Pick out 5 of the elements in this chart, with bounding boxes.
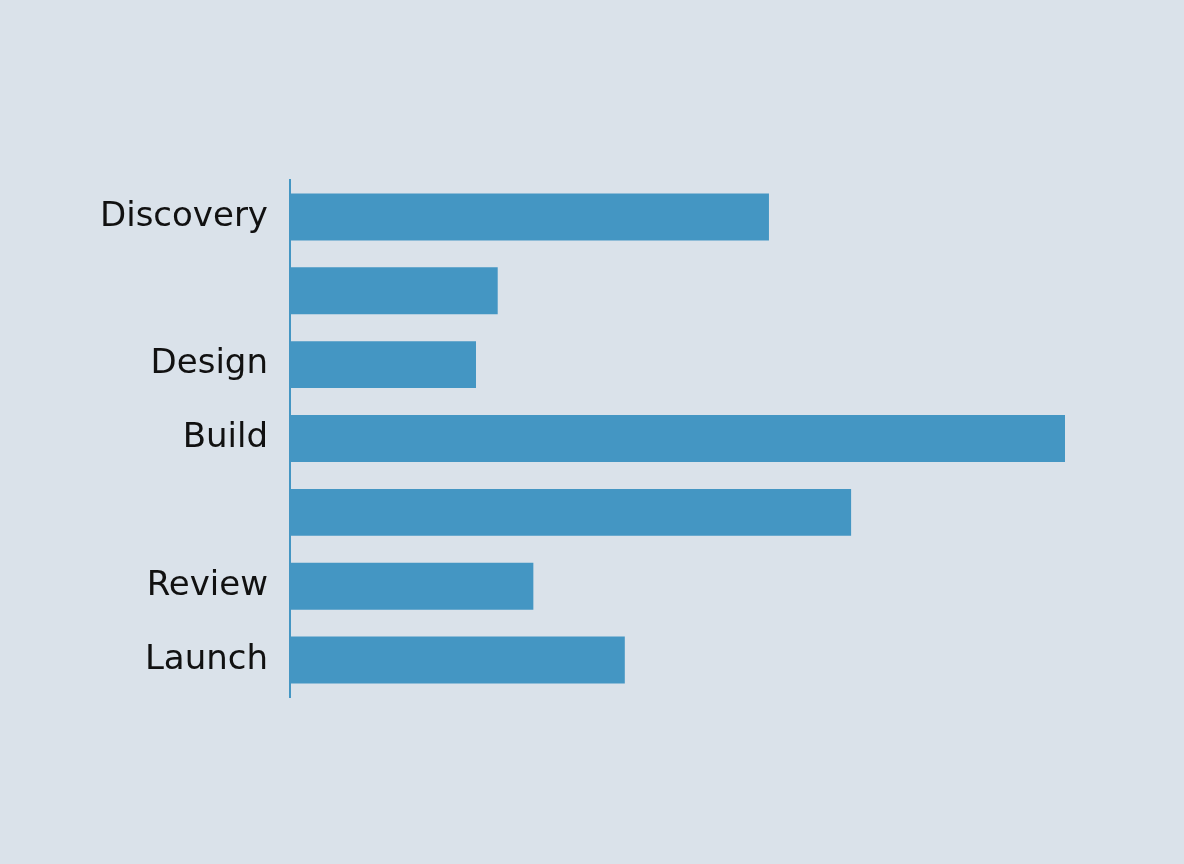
y-tick-label: Design	[150, 341, 268, 382]
y-tick-label: Review	[146, 563, 268, 604]
y-tick-label: Build	[182, 415, 268, 456]
y-tick-label: Discovery	[100, 193, 268, 234]
y-tick-label: Launch	[144, 636, 268, 677]
